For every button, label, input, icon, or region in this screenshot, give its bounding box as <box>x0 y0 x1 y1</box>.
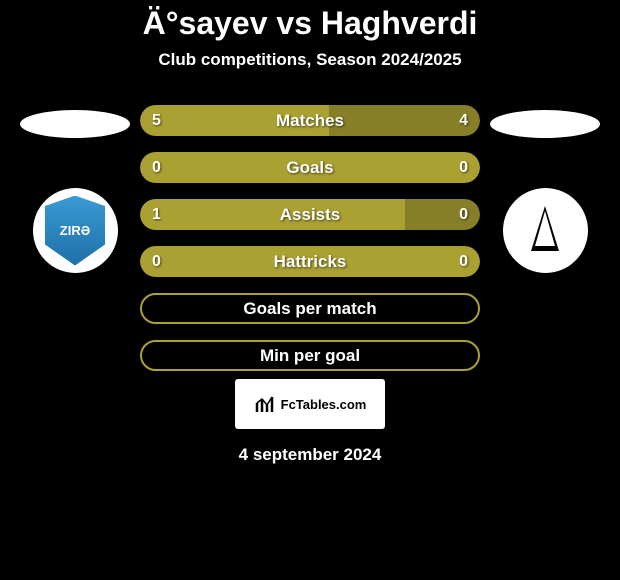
stat-bar: Goals 0 0 <box>140 152 480 183</box>
branding-box: FcTables.com <box>235 379 385 429</box>
stat-bar: Assists 1 0 <box>140 199 480 230</box>
team-badge-left-inner: ZIRƏ <box>45 196 105 266</box>
bar-fill-right <box>310 152 480 183</box>
left-player-col: ZIRƏ <box>15 105 135 273</box>
bar-fill-right <box>329 105 480 136</box>
stat-bar-outlined: Goals per match <box>140 293 480 324</box>
stat-label: Goals <box>286 158 333 178</box>
stat-value-left: 1 <box>152 206 161 224</box>
stat-label: Goals per match <box>243 299 376 319</box>
bar-fill-left <box>140 199 405 230</box>
oil-tower-icon <box>530 206 560 256</box>
stat-value-right: 0 <box>459 253 468 271</box>
stat-bar: Matches 5 4 <box>140 105 480 136</box>
stats-column: Matches54Goals00Assists10Hattricks00Goal… <box>135 105 485 371</box>
stat-value-left: 5 <box>152 112 161 130</box>
stat-label: Hattricks <box>274 252 347 272</box>
fctables-icon <box>254 393 276 415</box>
page-title: Ä°sayev vs Haghverdi <box>143 5 478 42</box>
page-subtitle: Club competitions, Season 2024/2025 <box>158 50 461 70</box>
stat-label: Assists <box>280 205 340 225</box>
stat-label: Matches <box>276 111 344 131</box>
stat-value-right: 0 <box>459 206 468 224</box>
stat-bar-outlined: Min per goal <box>140 340 480 371</box>
right-player-col <box>485 105 605 273</box>
stat-value-right: 0 <box>459 159 468 177</box>
player-photo-left <box>20 110 130 138</box>
team-badge-right <box>503 188 588 273</box>
team-badge-left: ZIRƏ <box>33 188 118 273</box>
bar-fill-right <box>405 199 480 230</box>
date-text: 4 september 2024 <box>239 445 382 465</box>
stat-bar: Hattricks 0 0 <box>140 246 480 277</box>
stat-value-right: 4 <box>459 112 468 130</box>
bar-fill-left <box>140 152 310 183</box>
stat-value-left: 0 <box>152 159 161 177</box>
branding-text: FcTables.com <box>281 397 367 412</box>
comparison-container: Ä°sayev vs Haghverdi Club competitions, … <box>0 0 620 465</box>
main-row: ZIRƏ Matches 5 4 Goals 0 0 Assists 1 0 Hattricks 0… <box>0 105 620 371</box>
team-badge-right-inner <box>510 196 580 266</box>
stat-value-left: 0 <box>152 253 161 271</box>
stat-label: Min per goal <box>260 346 360 366</box>
player-photo-right <box>490 110 600 138</box>
